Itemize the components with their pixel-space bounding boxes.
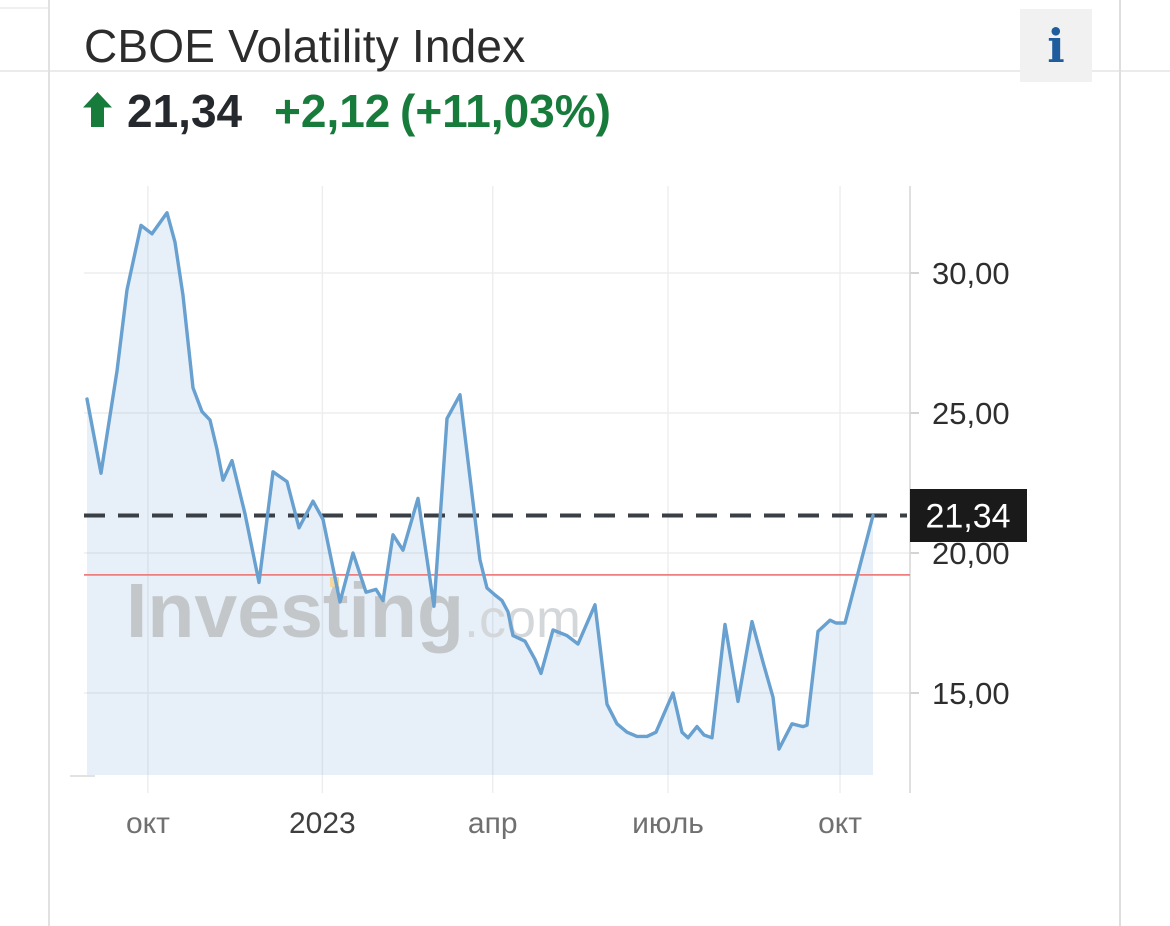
chart-area-fill: [87, 212, 873, 776]
watermark-logo: Investing.com: [126, 568, 581, 654]
chart-price-line: [85, 211, 875, 751]
price-change: +2,12: [274, 85, 391, 137]
top-left-margin-line: [0, 7, 48, 9]
last-price-box: [910, 489, 1027, 542]
left-column-border: [48, 0, 50, 926]
axis-tick-label: окт: [126, 807, 170, 840]
last-price-value: 21,34: [127, 85, 243, 137]
axis-tick-label: апр: [468, 807, 518, 840]
last-price-box-label: 21,34: [925, 498, 1010, 536]
axis-tick-label: 15,00: [932, 676, 1010, 711]
info-button[interactable]: i: [1020, 9, 1092, 82]
price-change-percent: (+11,03%): [400, 85, 611, 137]
axis-tick-label: 30,00: [932, 256, 1010, 291]
header-divider: [0, 70, 1170, 72]
watermark-main: Investing: [126, 568, 464, 654]
axis-tick-label: 2023: [289, 807, 356, 840]
info-icon: i: [1047, 18, 1065, 73]
last-price-badge: 21,34: [910, 489, 1027, 542]
up-arrow-icon: [83, 92, 112, 127]
page-title: CBOE Volatility Index: [84, 20, 526, 72]
right-column-border: [1119, 0, 1121, 926]
axis-tick-label: июль: [632, 807, 704, 840]
axis-tick-label: 25,00: [932, 396, 1010, 431]
axis-tick-label: окт: [818, 807, 862, 840]
